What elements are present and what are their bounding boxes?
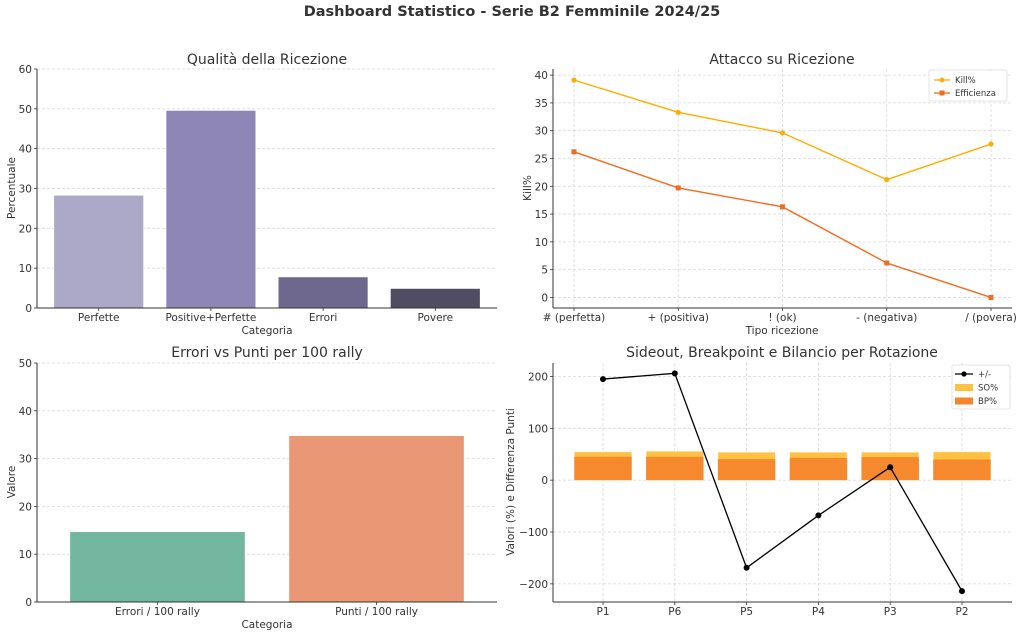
bar-errori — [277, 276, 369, 309]
y-tick-label: 60 — [19, 64, 32, 76]
x-tick-label: Perfette — [78, 312, 120, 324]
bar-perfette — [53, 194, 144, 309]
bar-povere — [390, 288, 481, 309]
x-tick-label: Povere — [417, 312, 453, 324]
x-tick-label: Errori — [309, 312, 338, 324]
x-tick-label: Positive+Perfette — [165, 312, 256, 324]
y-tick-label: 10 — [19, 263, 32, 275]
y-tick-label: 40 — [19, 144, 32, 156]
dashboard-title: Dashboard Statistico - Serie B2 Femminil… — [303, 4, 721, 20]
y-tick-label: 20 — [19, 223, 32, 235]
y-axis-label: Percentuale — [6, 157, 18, 219]
chart-title: Qualità della Ricezione — [187, 52, 347, 68]
y-tick-label: 30 — [19, 184, 32, 196]
y-tick-label: 0 — [25, 303, 32, 315]
x-axis-label: Categoria — [241, 325, 292, 337]
y-tick-label: 50 — [19, 104, 32, 116]
bar-positive-perfette — [165, 110, 257, 309]
